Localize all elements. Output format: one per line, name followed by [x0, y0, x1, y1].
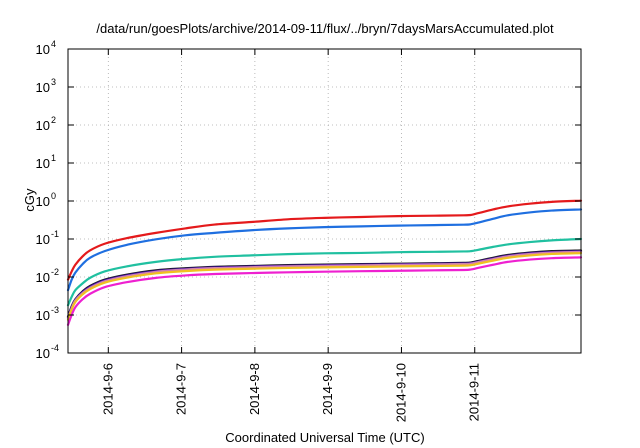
- series-line-3: [66, 237, 583, 307]
- x-tick-label: 2014-9-7: [174, 363, 189, 415]
- y-tick-exponent: 2: [51, 115, 56, 125]
- y-tick-label: 10: [36, 80, 50, 95]
- series-line-4: [66, 249, 583, 318]
- y-tick-exponent: -1: [51, 229, 59, 239]
- x-axis-label: Coordinated Universal Time (UTC): [225, 430, 424, 445]
- plot-frame: [67, 48, 582, 354]
- series-line-1: [66, 199, 583, 281]
- y-tick-label: 10: [36, 42, 50, 57]
- series-line-8: [66, 256, 583, 326]
- y-tick-label: 10: [36, 118, 50, 133]
- y-tick-label: 10: [36, 308, 50, 323]
- series-line-6: [66, 250, 583, 320]
- x-tick-label: 2014-9-10: [393, 363, 408, 422]
- x-tick-label: 2014-9-11: [467, 363, 482, 421]
- y-tick-exponent: 1: [51, 153, 56, 163]
- series-line-7: [66, 252, 583, 321]
- y-tick-label: 10: [36, 232, 50, 247]
- series-group: [66, 199, 583, 326]
- y-tick-exponent: 0: [51, 191, 56, 201]
- x-tick-label: 2014-9-9: [320, 363, 335, 415]
- y-tick-exponent: 3: [51, 77, 56, 87]
- x-tick-label: 2014-9-6: [100, 363, 115, 415]
- y-tick-label: 10: [36, 270, 50, 285]
- x-tick-label: 2014-9-8: [247, 363, 262, 415]
- y-tick-exponent: -4: [51, 343, 59, 353]
- series-line-5: [66, 250, 583, 319]
- chart-title: /data/run/goesPlots/archive/2014-09-11/f…: [96, 21, 554, 36]
- y-tick-label: 10: [36, 156, 50, 171]
- y-tick-exponent: 4: [51, 39, 56, 49]
- y-tick-exponent: -3: [51, 305, 59, 315]
- series-line-2: [66, 208, 583, 292]
- grid: [68, 49, 581, 353]
- y-axis-label: cGy: [22, 188, 37, 212]
- y-tick-exponent: -2: [51, 267, 59, 277]
- y-tick-label: 10: [36, 346, 50, 361]
- y-tick-label: 10: [36, 194, 50, 209]
